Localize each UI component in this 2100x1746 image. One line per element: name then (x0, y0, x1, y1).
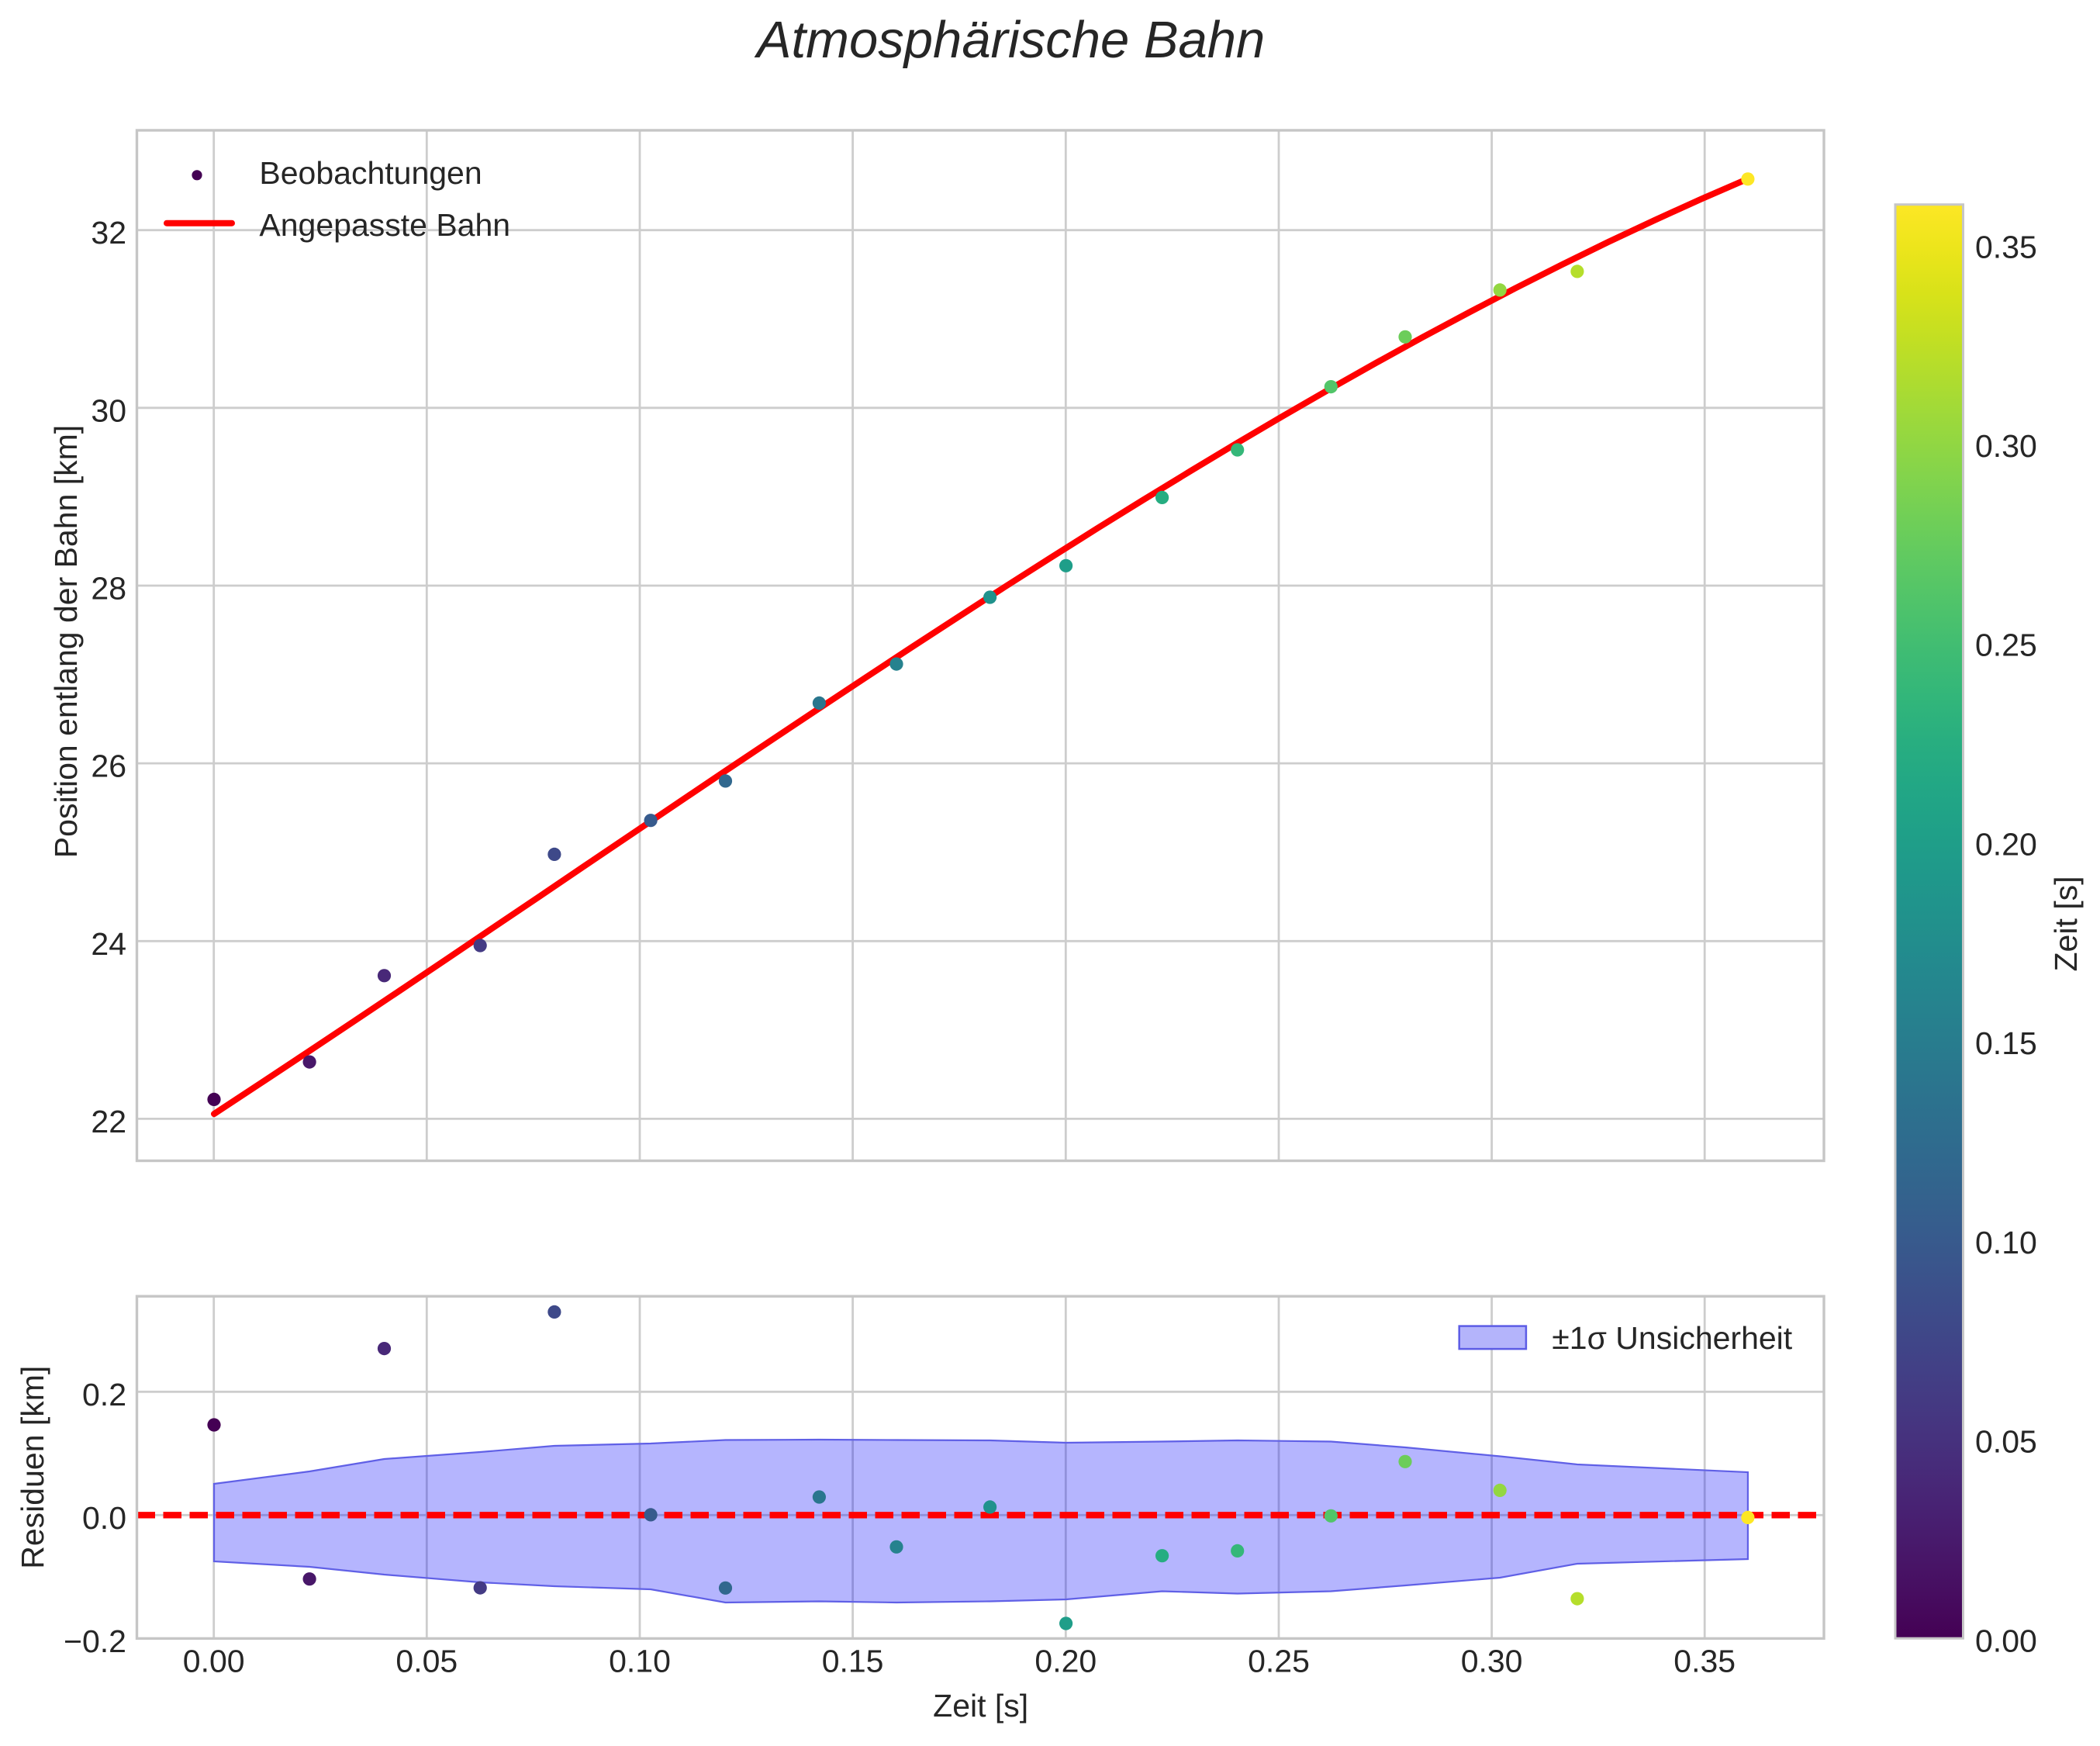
svg-text:0.35: 0.35 (1673, 1644, 1736, 1679)
svg-text:0.25: 0.25 (1248, 1644, 1310, 1679)
svg-text:0.00: 0.00 (183, 1644, 245, 1679)
svg-text:Position entlang der Bahn [km]: Position entlang der Bahn [km] (48, 425, 84, 858)
svg-text:0.20: 0.20 (1975, 827, 2037, 863)
svg-text:0.25: 0.25 (1975, 628, 2037, 663)
svg-text:0.10: 0.10 (609, 1644, 671, 1679)
svg-text:0.10: 0.10 (1975, 1225, 2037, 1260)
svg-text:30: 30 (91, 392, 126, 428)
svg-text:0.05: 0.05 (395, 1644, 458, 1679)
svg-text:0.15: 0.15 (1975, 1025, 2037, 1061)
svg-text:0.20: 0.20 (1034, 1644, 1097, 1679)
svg-text:−0.2: −0.2 (64, 1623, 126, 1659)
svg-text:0.2: 0.2 (82, 1377, 126, 1412)
svg-text:0.0: 0.0 (82, 1500, 126, 1536)
svg-text:0.30: 0.30 (1975, 428, 2037, 464)
svg-text:26: 26 (91, 749, 126, 784)
svg-text:±1σ Unsicherheit: ±1σ Unsicherheit (1552, 1320, 1792, 1356)
svg-text:0.00: 0.00 (1975, 1623, 2037, 1658)
svg-text:Zeit [s]: Zeit [s] (2048, 876, 2084, 971)
svg-text:Residuen [km]: Residuen [km] (15, 1366, 50, 1569)
svg-text:0.15: 0.15 (822, 1644, 884, 1679)
svg-text:0.05: 0.05 (1975, 1424, 2037, 1460)
svg-text:28: 28 (91, 571, 126, 607)
svg-text:Angepasste Bahn: Angepasste Bahn (259, 207, 510, 243)
svg-text:Atmosphärische Bahn: Atmosphärische Bahn (754, 11, 1265, 69)
svg-text:0.35: 0.35 (1975, 229, 2037, 264)
svg-text:Zeit [s]: Zeit [s] (933, 1688, 1028, 1724)
svg-text:32: 32 (91, 215, 126, 251)
svg-text:24: 24 (91, 926, 126, 962)
svg-text:Beobachtungen: Beobachtungen (259, 155, 482, 191)
svg-text:0.30: 0.30 (1461, 1644, 1523, 1679)
svg-text:22: 22 (91, 1104, 126, 1139)
